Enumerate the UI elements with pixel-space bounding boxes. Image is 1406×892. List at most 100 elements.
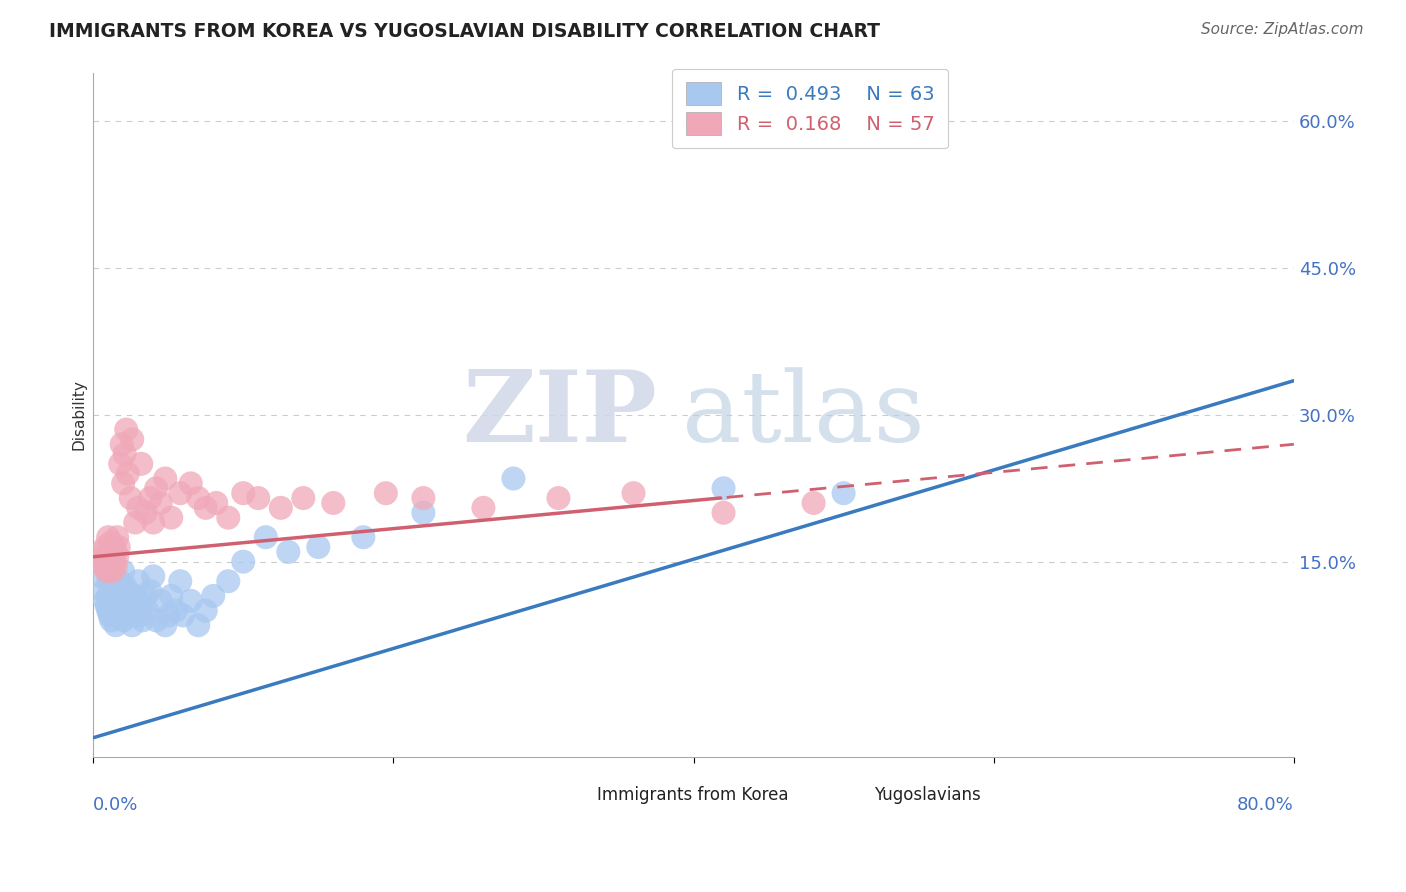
- Point: [104, 594, 127, 608]
- Text: 0.0%: 0.0%: [93, 797, 139, 814]
- Point: [107, 540, 129, 554]
- Point: [194, 603, 217, 617]
- Point: [128, 608, 150, 623]
- Point: [832, 486, 855, 500]
- Point: [97, 574, 120, 589]
- Point: [120, 594, 142, 608]
- Point: [105, 608, 128, 623]
- Point: [142, 569, 165, 583]
- Point: [124, 589, 146, 603]
- Point: [202, 589, 225, 603]
- Point: [149, 496, 172, 510]
- Point: [103, 540, 125, 554]
- Point: [232, 486, 254, 500]
- Point: [187, 491, 209, 505]
- Text: atlas: atlas: [682, 367, 924, 463]
- Point: [121, 618, 143, 632]
- Point: [124, 516, 146, 530]
- Point: [127, 500, 149, 515]
- Point: [157, 608, 180, 623]
- Point: [217, 574, 239, 589]
- Point: [129, 457, 152, 471]
- Point: [101, 599, 124, 613]
- Point: [169, 486, 191, 500]
- Point: [118, 608, 141, 623]
- Point: [139, 491, 162, 505]
- Point: [101, 565, 124, 579]
- Point: [136, 603, 159, 617]
- Point: [623, 486, 645, 500]
- Point: [103, 608, 125, 623]
- Point: [307, 540, 329, 554]
- Point: [412, 491, 434, 505]
- Point: [713, 481, 735, 495]
- Point: [105, 584, 128, 599]
- Point: [547, 491, 569, 505]
- Point: [112, 613, 135, 627]
- Point: [132, 613, 155, 627]
- Point: [117, 584, 139, 599]
- Point: [97, 545, 120, 559]
- Y-axis label: Disability: Disability: [72, 379, 86, 450]
- Point: [98, 559, 121, 574]
- Point: [111, 589, 134, 603]
- Point: [270, 500, 292, 515]
- Point: [97, 603, 120, 617]
- Point: [100, 535, 122, 549]
- Point: [104, 545, 127, 559]
- Point: [155, 471, 177, 485]
- Point: [117, 467, 139, 481]
- Point: [91, 545, 114, 559]
- Point: [922, 114, 945, 128]
- Point: [149, 594, 172, 608]
- Point: [180, 476, 202, 491]
- FancyBboxPatch shape: [537, 789, 585, 805]
- Point: [160, 589, 183, 603]
- Text: ZIP: ZIP: [463, 367, 658, 464]
- Legend: R =  0.493    N = 63, R =  0.168    N = 57: R = 0.493 N = 63, R = 0.168 N = 57: [672, 69, 948, 148]
- Point: [217, 510, 239, 524]
- Point: [90, 555, 112, 569]
- Point: [112, 476, 135, 491]
- Point: [108, 603, 131, 617]
- Point: [502, 471, 524, 485]
- Point: [187, 618, 209, 632]
- Point: [412, 506, 434, 520]
- Point: [114, 579, 136, 593]
- Point: [135, 506, 157, 520]
- Point: [108, 457, 131, 471]
- Point: [107, 599, 129, 613]
- Point: [101, 589, 124, 603]
- Point: [803, 496, 825, 510]
- Point: [105, 530, 128, 544]
- Point: [127, 574, 149, 589]
- Point: [103, 555, 125, 569]
- Point: [155, 618, 177, 632]
- Point: [100, 579, 122, 593]
- Point: [93, 559, 115, 574]
- Point: [135, 589, 157, 603]
- Point: [713, 506, 735, 520]
- Point: [96, 565, 118, 579]
- Point: [97, 589, 120, 603]
- Text: Immigrants from Korea: Immigrants from Korea: [598, 786, 789, 804]
- Point: [93, 584, 115, 599]
- Point: [94, 540, 117, 554]
- Point: [112, 565, 135, 579]
- Point: [169, 574, 191, 589]
- Point: [108, 574, 131, 589]
- Point: [205, 496, 228, 510]
- Point: [121, 433, 143, 447]
- Point: [90, 569, 112, 583]
- Point: [194, 500, 217, 515]
- Point: [129, 599, 152, 613]
- Point: [145, 613, 167, 627]
- Point: [232, 555, 254, 569]
- Text: 80.0%: 80.0%: [1237, 797, 1294, 814]
- Point: [104, 618, 127, 632]
- Text: IMMIGRANTS FROM KOREA VS YUGOSLAVIAN DISABILITY CORRELATION CHART: IMMIGRANTS FROM KOREA VS YUGOSLAVIAN DIS…: [49, 22, 880, 41]
- Point: [114, 447, 136, 461]
- Point: [172, 608, 194, 623]
- Point: [97, 555, 120, 569]
- FancyBboxPatch shape: [814, 789, 862, 805]
